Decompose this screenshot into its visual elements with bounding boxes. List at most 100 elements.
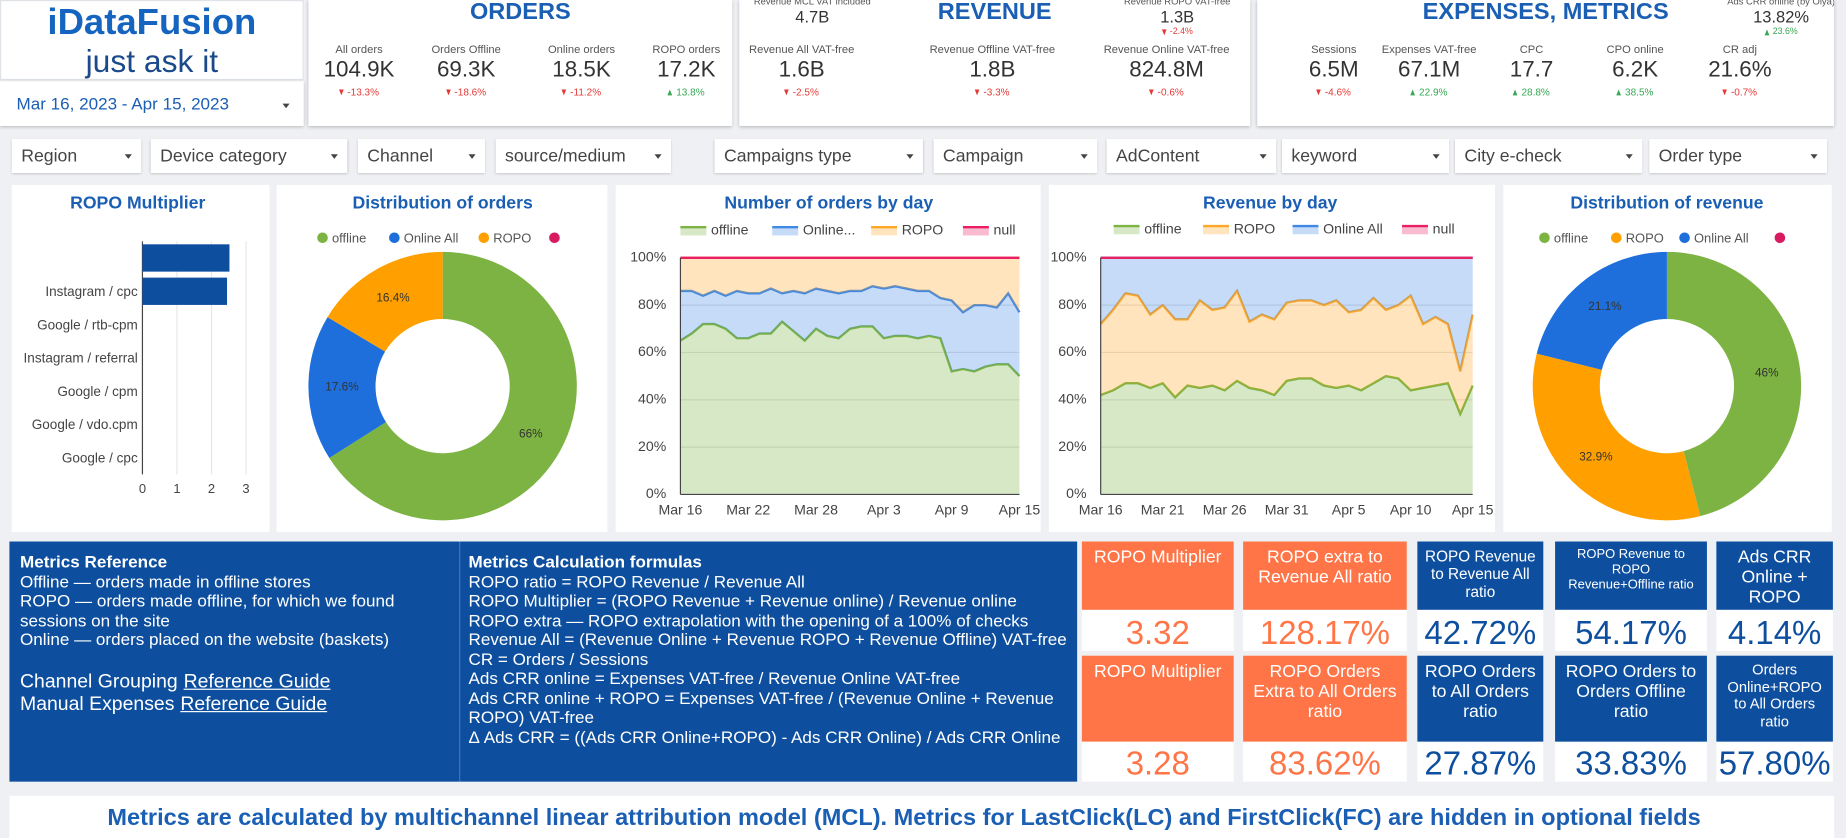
legend-swatch [1292, 226, 1319, 235]
kpi-delta: -11.2% [511, 86, 652, 98]
x-tick-label: Mar 28 [794, 502, 838, 518]
slice-label: 21.1% [1588, 300, 1622, 313]
kpi-label: Revenue Online VAT-free [1103, 43, 1230, 57]
area-line [680, 284, 1021, 314]
filter-dropdown[interactable]: Campaigns type [714, 138, 923, 174]
metric-card-title: ROPO Orders to All Orders ratio [1417, 655, 1544, 742]
delta-text: 38.5% [1625, 85, 1654, 98]
trend-arrow [975, 89, 980, 96]
kpi-label: Revenue MCL VAT included [753, 0, 871, 8]
chart-title: Distribution of revenue [1570, 192, 1763, 212]
kpi-label: Revenue Offline VAT-free [929, 43, 1056, 57]
kpi-label: Online orders [547, 43, 616, 57]
kpi-delta: -4.6% [1263, 86, 1404, 98]
kpi: Online orders 18.5K -11.2% [511, 44, 652, 98]
legend-label: ROPO [1626, 230, 1664, 245]
formula-line: Δ Ads CRR = ((Ads CRR Online+ROPO) - Ads… [468, 728, 1061, 747]
metric-card-value: 42.72% [1424, 614, 1537, 651]
kpi-value: 1.6B [778, 57, 825, 83]
x-tick-label: 0 [139, 481, 146, 496]
kpi-delta: -3.3% [922, 86, 1063, 98]
delta-text: 22.9% [1419, 85, 1448, 98]
filter-dropdown[interactable]: Channel [357, 138, 486, 174]
dropdown-arrow [906, 154, 914, 159]
metric-card-value: 128.17% [1259, 614, 1390, 651]
x-tick-label: Apr 15 [1452, 502, 1494, 518]
metric-card: Orders Online+ROPO to All Orders ratio 57… [1716, 655, 1833, 782]
legend-label: ROPO [1234, 220, 1276, 236]
kpi-value: 18.5K [552, 57, 611, 83]
link[interactable]: Reference Guide [183, 670, 331, 692]
legend-label: ROPO [902, 221, 944, 237]
slice-label: 16.4% [376, 292, 410, 305]
x-tick-label: Mar 22 [726, 502, 770, 518]
trend-arrow [784, 89, 790, 96]
kpi-label: Orders Offline [431, 43, 501, 57]
filter-dropdown[interactable]: Device category [150, 138, 348, 174]
kpi-label: CPC [1519, 43, 1544, 57]
x-tick-label: Mar 26 [1203, 502, 1247, 518]
filter-dropdown[interactable]: Order type [1649, 138, 1828, 174]
x-tick-label: 2 [208, 481, 215, 496]
delta-text: -0.6% [1157, 85, 1184, 98]
metric-card-value: 3.32 [1125, 614, 1190, 651]
x-tick-label: Mar 21 [1141, 502, 1185, 518]
metric-card-title: ROPO Multiplier [1081, 655, 1234, 742]
kpi: CPO online 6.2K 38.5% [1564, 44, 1705, 98]
trend-arrow [1149, 89, 1155, 96]
filter-label: Channel [367, 145, 434, 166]
dropdown-arrow [1080, 154, 1088, 159]
kpi-label: CR adj [1722, 43, 1757, 57]
dropdown-arrow [468, 154, 476, 159]
filter-dropdown[interactable]: source/medium [495, 138, 672, 174]
x-tick-label: Apr 10 [1390, 502, 1432, 518]
metrics-reference: Metrics Reference Offline — orders made i… [9, 541, 460, 782]
kpi-panel: EXPENSES, METRICS Sessions 6.5M -4.6% Expens… [1257, 0, 1835, 126]
filter-label: City e-check [1464, 145, 1562, 166]
pie-slice [327, 251, 443, 352]
metric-card: ROPO Multiplier 3.32 [1081, 541, 1234, 651]
kpi: Expenses VAT-free 67.1M 22.9% [1358, 44, 1499, 98]
filter-dropdown[interactable]: City e-check [1455, 138, 1643, 174]
legend-label: offline [1554, 230, 1588, 245]
kpi-delta: 13.8% [616, 86, 733, 98]
legend-label: offline [332, 230, 366, 245]
chart-panel [11, 184, 270, 533]
slice-label: 66% [519, 428, 543, 441]
y-tick-label: 40% [1058, 391, 1087, 407]
kpi-extra: Revenue MCL VAT included 4.7B [742, 0, 883, 26]
legend-label: Online All [1694, 230, 1749, 245]
filter-dropdown[interactable]: keyword [1281, 138, 1450, 174]
reference-line: Offline — orders made in offline stores [20, 572, 311, 592]
trend-arrow [1161, 28, 1167, 35]
kpi-value: 824.8M [1129, 57, 1204, 83]
date-range-picker[interactable]: Mar 16, 2023 - Apr 15, 2023 [0, 81, 304, 126]
y-tick-label: Google / cpc [62, 451, 138, 466]
delta-text: 23.6% [1772, 25, 1798, 37]
kpi-delta: 22.9% [1358, 86, 1499, 98]
filter-dropdown[interactable]: AdContent [1106, 138, 1277, 174]
legend-dot [478, 232, 490, 244]
kpi: ROPO orders 17.2K 13.8% [616, 44, 733, 98]
kpi-delta: -0.7% [1669, 86, 1810, 98]
kpi: Orders Offline 69.3K -18.6% [396, 44, 537, 98]
metric-card: ROPO Multiplier 3.28 [1081, 655, 1234, 782]
legend-swatch [871, 227, 898, 236]
y-tick-label: 20% [638, 438, 667, 454]
legend-label: Online All [1323, 220, 1383, 236]
legend-label: offline [1144, 220, 1182, 236]
trend-arrow [561, 89, 567, 96]
filter-dropdown[interactable]: Region [11, 138, 142, 174]
dropdown-arrow [1259, 154, 1267, 159]
trend-arrow [1616, 89, 1622, 96]
legend-label: null [1433, 220, 1455, 236]
formulas-title: Metrics Calculation formulas [468, 553, 702, 573]
delta-text: -13.3% [347, 85, 380, 98]
trend-arrow [1722, 89, 1728, 96]
filter-dropdown[interactable]: Campaign [933, 138, 1098, 174]
kpi: CPC 17.7 28.8% [1461, 44, 1602, 98]
chart-title: ROPO Multiplier [70, 192, 205, 212]
link[interactable]: Reference Guide [180, 692, 328, 714]
y-tick-label: 80% [1058, 296, 1087, 312]
